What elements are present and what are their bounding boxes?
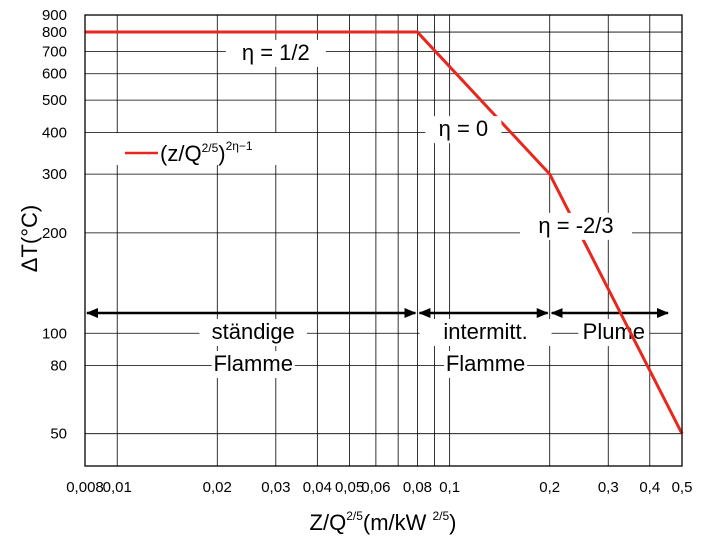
- x-tick-label: 0,4: [639, 479, 660, 496]
- region-label-bg: [211, 351, 295, 379]
- y-tick-label: 700: [42, 43, 67, 60]
- x-tick-label: 0,04: [303, 479, 332, 496]
- x-tick-label: 0,3: [598, 479, 619, 496]
- x-tick-label: 0,2: [539, 479, 560, 496]
- series-line: [85, 30, 684, 435]
- x-tick-label: 0,06: [361, 479, 390, 496]
- y-tick-label: 100: [42, 325, 67, 342]
- region-label: Flamme: [446, 351, 525, 376]
- annotation-bg: [225, 39, 326, 67]
- y-tick-label: 300: [42, 166, 67, 183]
- y-tick-label: 800: [42, 24, 67, 41]
- annotations: η = 1/2 η = 0 η = -2/3: [225, 39, 633, 240]
- region-label-bg: [578, 319, 650, 347]
- y-tick-label: 900: [42, 7, 67, 24]
- x-tick-label: 0,5: [672, 479, 693, 496]
- region-label: Flamme: [213, 351, 292, 376]
- legend: (z/Q2/5)2η−1: [116, 133, 306, 166]
- x-tick-label: 0,01: [103, 479, 132, 496]
- x-axis-title: Z/Q2/5(m/kW 2/5): [310, 509, 457, 535]
- region-label: ständige: [212, 319, 295, 344]
- region-label-bg: [419, 319, 552, 347]
- x-tick-label: 0,02: [203, 479, 232, 496]
- series: [85, 30, 684, 435]
- y-tick-label: 200: [42, 225, 67, 242]
- annotation-bg: [425, 116, 502, 144]
- legend-bg: [116, 133, 306, 165]
- eta-annotation: η = -2/3: [538, 213, 613, 238]
- y-tick-label: 50: [50, 426, 67, 443]
- x-tick-label: 0,008: [66, 479, 104, 496]
- axis-titles: Z/Q2/5(m/kW 2/5) ΔT(°C): [17, 205, 456, 535]
- legend-label: (z/Q2/5)2η−1: [160, 139, 253, 166]
- y-tick-label: 500: [42, 92, 67, 109]
- plot-frame: [84, 14, 683, 467]
- x-tick-label: 0,05: [335, 479, 364, 496]
- eta-annotation: η = 1/2: [242, 40, 310, 65]
- y-tick-label: 80: [50, 358, 67, 375]
- x-tick-label: 0,08: [403, 479, 432, 496]
- grid: [85, 15, 682, 466]
- eta-annotation: η = 0: [439, 116, 489, 141]
- region-label: intermitt.: [443, 319, 527, 344]
- y-axis-title: ΔT(°C): [17, 205, 42, 272]
- region-label-bg: [443, 351, 528, 379]
- x-tick-label: 0,1: [439, 479, 460, 496]
- y-tick-label: 400: [42, 124, 67, 141]
- x-tick-label: 0,03: [261, 479, 290, 496]
- region-label-bg: [199, 319, 308, 347]
- annotation-bg: [520, 212, 633, 240]
- y-tick-label: 600: [42, 66, 67, 83]
